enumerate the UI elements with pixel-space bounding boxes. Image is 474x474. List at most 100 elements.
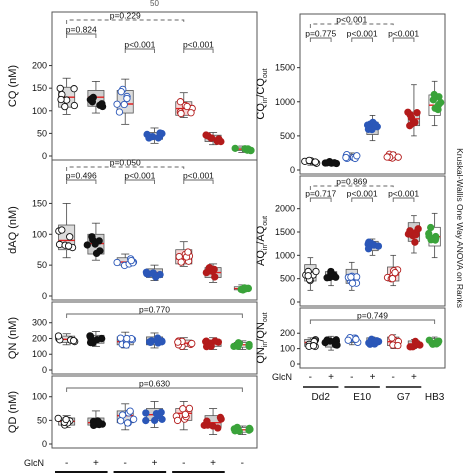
y-tick-label: 0 xyxy=(290,165,295,175)
y-axis-label-part: in xyxy=(262,342,269,348)
significance-bracket xyxy=(309,197,332,202)
p-value-label: p<0.001 xyxy=(183,171,214,181)
y-axis-label: QNin/QNout xyxy=(255,312,269,363)
y-tick-label: 200 xyxy=(32,333,47,343)
y-axis-label: dAQ (nM) xyxy=(7,206,19,254)
glcn-row: GlcN - + - + - + - xyxy=(24,458,244,469)
data-point xyxy=(146,338,155,347)
panel-qn-ratio: 0 100 200 QNin/QNout p=0.749 xyxy=(255,307,446,369)
strain-label-g7: G7 xyxy=(397,392,411,403)
data-point xyxy=(205,264,214,272)
significance-bracket xyxy=(392,37,415,42)
data-point xyxy=(70,85,78,93)
data-point xyxy=(181,410,190,419)
glcn-sign: - xyxy=(241,458,244,469)
p-value-label: p=0.630 xyxy=(139,379,170,389)
glcn-sign: - xyxy=(182,458,185,469)
data-point xyxy=(93,336,101,344)
data-point xyxy=(430,90,438,99)
data-point xyxy=(117,88,125,96)
panel-cq: 0 50 100 150 200 CQ (nM) p=0.229 p=0.824 p<0.001… xyxy=(7,11,258,161)
data-point xyxy=(89,93,97,102)
data-point xyxy=(120,100,128,109)
significance-bracket xyxy=(124,48,155,53)
data-point xyxy=(332,273,340,281)
data-point xyxy=(245,340,253,349)
data-point xyxy=(202,342,211,351)
p-value-label: p=0.770 xyxy=(139,305,170,315)
glcn-sign: - xyxy=(309,372,312,383)
data-point xyxy=(365,238,373,246)
data-point xyxy=(142,268,151,276)
data-point xyxy=(243,145,251,153)
y-tick-label: 2000 xyxy=(275,204,295,214)
y-axis-label: QN (nM) xyxy=(7,317,19,359)
data-point xyxy=(123,419,132,427)
top-fragment: 50 xyxy=(150,0,159,8)
panel-qn: 0 50 100 150 dAQ (nM) p=0.050 p=0.496 p<0.001 p<… xyxy=(7,158,258,301)
y-axis-label-part: in xyxy=(262,98,269,104)
p-value-label: p=0.824 xyxy=(66,25,97,35)
data-point xyxy=(126,407,134,415)
p-value-label: p=0.496 xyxy=(66,171,97,181)
data-point xyxy=(413,109,421,117)
glcn-sign: + xyxy=(370,372,376,383)
data-point xyxy=(231,144,239,152)
data-point xyxy=(127,256,135,265)
data-point xyxy=(115,108,124,116)
y-tick-label: 100 xyxy=(32,392,47,402)
p-value-label: p<0.001 xyxy=(388,189,419,199)
data-point xyxy=(187,109,195,117)
data-point xyxy=(184,248,192,256)
y-tick-label: 50 xyxy=(37,128,47,138)
data-point xyxy=(177,258,185,266)
y-tick-label: 0 xyxy=(42,291,47,301)
p-value-label: p=0.749 xyxy=(357,311,388,321)
data-point xyxy=(323,274,331,282)
y-tick-label: 0 xyxy=(42,439,47,449)
data-point xyxy=(158,337,166,345)
p-value-label: p<0.001 xyxy=(388,29,419,39)
data-point xyxy=(183,102,191,111)
data-point xyxy=(56,84,64,92)
y-tick-label: 200 xyxy=(32,61,47,71)
data-point xyxy=(142,416,150,425)
data-point xyxy=(57,95,65,104)
data-point xyxy=(202,268,210,277)
data-point xyxy=(353,152,361,160)
y-tick-label: 200 xyxy=(280,328,295,338)
p-value-label: p<0.001 xyxy=(124,40,155,50)
glcn-row: GlcN - + - + - + xyxy=(272,372,417,383)
data-point xyxy=(388,334,396,342)
data-point xyxy=(388,275,397,283)
data-point xyxy=(123,334,131,343)
data-point xyxy=(54,414,62,423)
significance-bracket xyxy=(351,197,373,202)
data-point xyxy=(394,341,402,350)
panel-qd: 0 50 100 QD (nM) p=0.630 xyxy=(7,375,258,449)
data-point xyxy=(436,98,445,107)
glcn-sign: - xyxy=(392,372,395,383)
data-point xyxy=(203,417,211,425)
data-point xyxy=(66,233,74,241)
data-point xyxy=(330,159,339,167)
significance-bracket xyxy=(351,37,373,42)
data-point xyxy=(177,109,185,118)
data-point xyxy=(129,415,138,423)
data-point xyxy=(309,342,318,350)
data-point xyxy=(150,416,159,425)
data-point xyxy=(374,242,383,250)
data-point xyxy=(427,223,435,232)
y-tick-label: 100 xyxy=(32,349,47,359)
p-value-label: p<0.001 xyxy=(347,29,378,39)
data-point xyxy=(173,416,182,425)
y-axis-label-part: out xyxy=(262,312,269,322)
data-point xyxy=(323,159,331,167)
data-point xyxy=(188,339,196,348)
glcn-sign: + xyxy=(93,458,99,469)
y-axis-label-part: /CQ xyxy=(255,78,267,98)
data-point xyxy=(113,258,121,267)
y-axis-label: AQin/AQout xyxy=(255,216,269,266)
data-point xyxy=(235,427,243,435)
